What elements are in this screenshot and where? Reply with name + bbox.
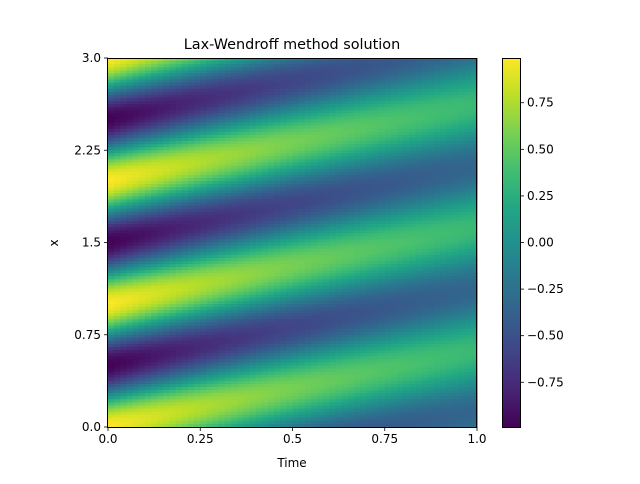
chart-title: Lax-Wendroff method solution [184, 37, 400, 53]
heatmap-cells [108, 58, 478, 428]
heatmap-plot-area [108, 58, 478, 428]
